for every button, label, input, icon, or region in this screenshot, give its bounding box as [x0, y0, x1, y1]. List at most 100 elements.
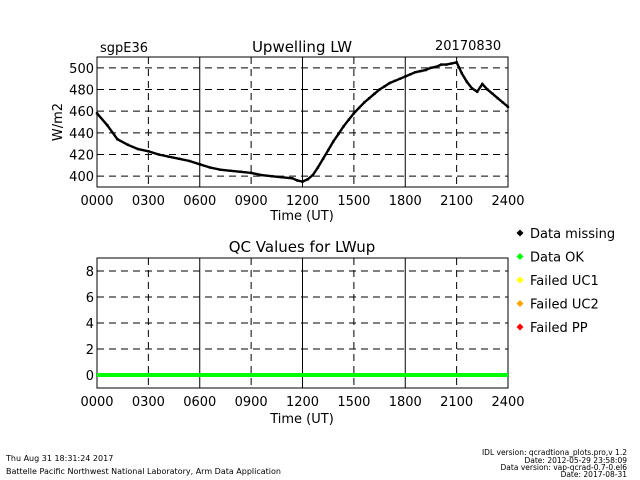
upwelling-lw-point — [291, 177, 294, 180]
legend-marker-3 — [516, 300, 524, 307]
legend-marker-2 — [516, 276, 524, 284]
legend-marker-0 — [516, 229, 524, 237]
chart1-grid — [97, 57, 508, 187]
upwelling-lw-point — [229, 169, 232, 172]
footer-data-date: Date: 2017-08-31 — [561, 470, 628, 479]
upwelling-lw-point — [188, 159, 191, 163]
x-tick-label: 2400 — [491, 395, 524, 410]
upwelling-lw-point — [486, 88, 489, 91]
x-tick-label: 1200 — [286, 395, 319, 410]
upwelling-lw-point — [398, 77, 402, 80]
y-tick-label: 6 — [86, 291, 94, 306]
y-tick-label: 480 — [69, 84, 94, 99]
upwelling-lw-point — [352, 112, 356, 115]
footer-timestamp: Thu Aug 31 18:31:24 2017 — [5, 454, 113, 463]
x-tick-label: 0900 — [235, 395, 268, 410]
chart1-data-points — [95, 61, 510, 183]
upwelling-lw-point — [363, 101, 366, 104]
y-tick-label: 4 — [86, 317, 94, 332]
upwelling-lw-point — [270, 175, 273, 178]
upwelling-lw-point — [126, 143, 129, 146]
footer-idl-version: IDL version: qcradtiona_plots.pro,v 1.2 — [482, 448, 627, 457]
upwelling-lw-point — [327, 149, 330, 152]
y-tick-label: 8 — [86, 265, 94, 280]
legend-label: Failed UC2 — [530, 298, 599, 313]
y-tick-label: 0 — [86, 369, 94, 384]
x-tick-label: 0000 — [80, 194, 113, 209]
y-tick-label: 440 — [69, 127, 94, 142]
upwelling-lw-chart: 0000 0300 0600 0900 1200 1500 1800 2100 2400 400… — [51, 56, 525, 224]
upwelling-lw-point — [136, 147, 140, 151]
upwelling-lw-point — [393, 79, 397, 82]
x-tick-label: 1200 — [286, 194, 319, 209]
upwelling-lw-point — [388, 81, 391, 85]
x-tick-label: 1800 — [389, 395, 422, 410]
qc-values-chart: 0000 0300 0600 0900 1200 1500 1800 2100 2400 0 2 4… — [80, 257, 525, 427]
x-tick-label: 0600 — [183, 194, 216, 209]
upwelling-lw-point — [481, 82, 484, 86]
upwelling-lw-point — [476, 90, 479, 93]
upwelling-lw-point — [470, 87, 474, 90]
x-tick-label: 0300 — [132, 194, 165, 209]
upwelling-lw-point — [332, 140, 335, 143]
y-tick-label: 2 — [86, 343, 94, 358]
upwelling-lw-point — [373, 92, 376, 95]
upwelling-lw-point — [167, 155, 171, 158]
upwelling-lw-point — [198, 163, 201, 166]
date-label: 20170830 — [435, 39, 501, 54]
upwelling-lw-point — [445, 63, 448, 66]
upwelling-lw-point — [506, 105, 510, 108]
upwelling-lw-point — [455, 61, 458, 64]
upwelling-lw-point — [465, 80, 469, 84]
legend-label: Data OK — [530, 251, 584, 266]
chart2-y-ticks: 0 2 4 6 8 — [86, 265, 94, 384]
footer-code-date: Date: 2012-05-29 23:58:09 — [525, 456, 628, 465]
footer-data-version: Data version: vap-qcrad-0.7-0.el6 — [501, 463, 628, 472]
legend-marker-1 — [516, 253, 524, 260]
chart2-x-ticks: 0000 0300 0600 0900 1200 1500 1800 2100 2400 — [80, 395, 524, 410]
upwelling-lw-point — [347, 118, 350, 121]
x-tick-label: 0600 — [183, 395, 216, 410]
x-tick-label: 0300 — [132, 395, 165, 410]
upwelling-lw-point — [440, 63, 443, 66]
upwelling-lw-point — [306, 178, 309, 181]
site-label: sgpE36 — [100, 41, 148, 56]
x-tick-label: 1500 — [337, 194, 370, 209]
chart1-ylabel: W/m2 — [51, 103, 66, 141]
x-tick-label: 2100 — [440, 395, 473, 410]
upwelling-lw-point — [106, 124, 109, 127]
footer-institution: Battelle Pacific Northwest National Labo… — [6, 467, 281, 476]
upwelling-lw-point — [491, 92, 494, 95]
x-tick-label: 2400 — [491, 194, 524, 209]
upwelling-lw-point — [296, 179, 299, 182]
chart1-x-ticks: 0000 0300 0600 0900 1200 1500 1800 2100 2400 — [80, 194, 524, 209]
upwelling-lw-point — [95, 112, 99, 115]
x-tick-label: 0900 — [235, 194, 268, 209]
upwelling-lw-point — [311, 173, 314, 177]
upwelling-lw-point — [496, 97, 499, 100]
upwelling-lw-point — [419, 69, 422, 73]
x-tick-label: 1500 — [337, 395, 370, 410]
qc-legend: Data missing Data OK Failed UC1 Failed UC2 F… — [516, 227, 615, 336]
upwelling-lw-point — [383, 85, 386, 88]
y-tick-label: 500 — [69, 62, 94, 77]
upwelling-lw-point — [337, 132, 340, 136]
chart2-grid — [97, 258, 508, 388]
x-tick-label: 0000 — [80, 395, 113, 410]
upwelling-lw-point — [368, 97, 371, 100]
chart1-xlabel: Time (UT) — [269, 209, 334, 224]
upwelling-lw-point — [414, 71, 417, 74]
chart2-xlabel: Time (UT) — [269, 412, 334, 427]
upwelling-lw-point — [147, 150, 150, 153]
upwelling-lw-point — [342, 125, 345, 128]
upwelling-lw-point — [208, 166, 212, 169]
upwelling-lw-point — [409, 73, 412, 76]
legend-label: Failed PP — [530, 321, 588, 336]
upwelling-lw-point — [429, 66, 433, 69]
upwelling-lw-point — [260, 173, 263, 177]
chart1-y-ticks: 400 420 440 460 480 500 — [69, 62, 94, 185]
x-tick-label: 2100 — [440, 194, 473, 209]
upwelling-lw-point — [424, 68, 427, 72]
upwelling-lw-point — [378, 88, 381, 91]
